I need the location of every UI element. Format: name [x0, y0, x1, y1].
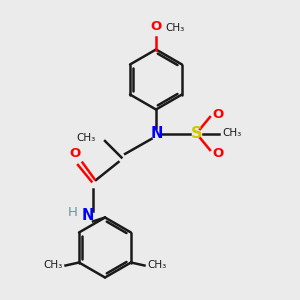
Text: O: O: [212, 107, 224, 121]
Text: H: H: [68, 206, 77, 220]
Text: O: O: [212, 146, 224, 160]
Text: CH₃: CH₃: [165, 23, 184, 33]
Text: O: O: [69, 147, 81, 160]
Text: CH₃: CH₃: [148, 260, 167, 271]
Text: CH₃: CH₃: [77, 133, 96, 143]
Text: O: O: [150, 20, 162, 33]
Text: N: N: [150, 126, 163, 141]
Text: CH₃: CH₃: [43, 260, 62, 271]
Text: N: N: [81, 208, 94, 224]
Text: CH₃: CH₃: [222, 128, 241, 139]
Text: S: S: [191, 126, 203, 141]
